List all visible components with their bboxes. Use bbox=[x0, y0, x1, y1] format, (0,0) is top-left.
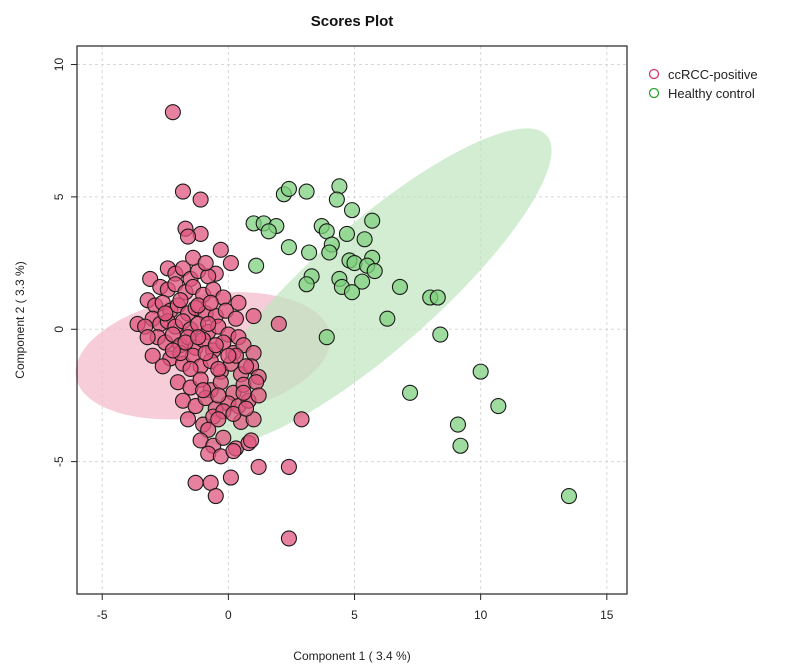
x-tick-label: 5 bbox=[351, 608, 358, 622]
data-point-healthy bbox=[280, 180, 297, 198]
data-point-ccrcc bbox=[207, 337, 224, 354]
data-point-ccrcc bbox=[225, 442, 242, 460]
data-point-ccrcc bbox=[280, 458, 297, 475]
data-point-ccrcc bbox=[245, 345, 262, 362]
data-point-ccrcc bbox=[210, 411, 227, 428]
data-point-ccrcc bbox=[179, 411, 197, 428]
confidence-ellipse-healthy bbox=[197, 128, 552, 446]
data-point-healthy bbox=[343, 202, 361, 219]
y-tick-label: 5 bbox=[52, 193, 66, 200]
data-point-healthy bbox=[354, 273, 371, 290]
x-tick-label: 0 bbox=[225, 608, 232, 622]
data-point-ccrcc bbox=[210, 387, 227, 404]
y-tick-label: 0 bbox=[52, 326, 66, 333]
data-point-ccrcc bbox=[270, 315, 287, 333]
data-point-ccrcc bbox=[200, 315, 217, 333]
chart-title: Scores Plot bbox=[311, 13, 394, 30]
data-point-ccrcc bbox=[210, 360, 227, 378]
legend-label-healthy: Healthy control bbox=[668, 86, 755, 101]
data-point-ccrcc bbox=[192, 191, 209, 208]
data-point-healthy bbox=[356, 231, 373, 248]
data-point-ccrcc bbox=[182, 360, 199, 378]
data-point-ccrcc bbox=[207, 487, 224, 505]
x-axis-ticks: -5 0 5 10 15 bbox=[97, 594, 614, 622]
data-point-healthy bbox=[560, 487, 578, 505]
data-point-healthy bbox=[472, 363, 489, 380]
data-point-ccrcc bbox=[197, 255, 214, 272]
data-point-healthy bbox=[331, 178, 348, 195]
y-tick-label: 10 bbox=[52, 58, 66, 72]
x-tick-label: 10 bbox=[474, 608, 488, 622]
data-point-healthy bbox=[401, 384, 419, 401]
data-point-ccrcc bbox=[157, 305, 174, 322]
data-point-healthy bbox=[338, 225, 356, 243]
data-point-healthy bbox=[248, 257, 265, 274]
data-point-ccrcc bbox=[172, 292, 189, 309]
data-point-healthy bbox=[321, 244, 338, 261]
data-point-ccrcc bbox=[245, 307, 262, 325]
data-point-ccrcc bbox=[174, 183, 192, 200]
data-point-ccrcc bbox=[195, 382, 212, 399]
data-point-ccrcc bbox=[187, 474, 204, 491]
data-point-ccrcc bbox=[250, 387, 267, 404]
legend-marker-healthy bbox=[648, 87, 660, 99]
data-point-healthy bbox=[298, 183, 315, 200]
data-point-ccrcc bbox=[190, 329, 207, 346]
data-point-ccrcc bbox=[237, 358, 255, 375]
legend-marker-ccrcc bbox=[648, 68, 660, 80]
y-tick-label: -5 bbox=[52, 456, 66, 467]
data-point-ccrcc bbox=[154, 358, 171, 375]
legend: ccRCC-positive Healthy control bbox=[648, 67, 758, 101]
y-axis-label: Component 2 ( 3.3 %) bbox=[13, 261, 27, 378]
data-point-ccrcc bbox=[144, 347, 161, 364]
data-point-ccrcc bbox=[250, 458, 267, 475]
data-point-healthy bbox=[280, 239, 297, 256]
x-tick-label: 15 bbox=[600, 608, 614, 622]
data-point-ccrcc bbox=[139, 329, 156, 346]
data-point-healthy bbox=[379, 310, 396, 327]
data-point-healthy bbox=[449, 416, 467, 433]
data-point-ccrcc bbox=[230, 294, 247, 311]
legend-label-ccrcc: ccRCC-positive bbox=[668, 67, 758, 82]
data-point-ccrcc bbox=[248, 374, 265, 391]
data-points bbox=[129, 104, 578, 547]
data-point-healthy bbox=[490, 397, 507, 415]
data-point-ccrcc bbox=[243, 432, 260, 449]
data-point-ccrcc bbox=[164, 342, 181, 359]
data-point-ccrcc bbox=[222, 469, 239, 486]
data-point-ccrcc bbox=[215, 429, 232, 446]
data-point-healthy bbox=[343, 284, 361, 301]
data-point-ccrcc bbox=[164, 104, 181, 121]
plot-frame bbox=[76, 45, 628, 595]
data-point-ccrcc bbox=[212, 374, 229, 391]
data-point-ccrcc bbox=[212, 241, 229, 258]
data-point-ccrcc bbox=[202, 294, 219, 311]
data-point-healthy bbox=[260, 223, 277, 240]
data-point-ccrcc bbox=[227, 310, 244, 327]
data-point-healthy bbox=[366, 262, 383, 280]
data-point-ccrcc bbox=[293, 411, 310, 428]
data-point-ccrcc bbox=[235, 384, 252, 401]
data-point-healthy bbox=[429, 289, 446, 306]
data-point-healthy bbox=[298, 276, 315, 293]
data-point-ccrcc bbox=[179, 228, 197, 245]
x-axis-label: Component 1 ( 3.4 %) bbox=[293, 649, 410, 663]
data-point-ccrcc bbox=[280, 530, 297, 547]
y-axis-ticks: -5 0 5 10 bbox=[52, 58, 77, 467]
data-point-healthy bbox=[432, 326, 449, 343]
x-tick-label: -5 bbox=[97, 608, 108, 622]
confidence-ellipses bbox=[75, 128, 552, 446]
data-point-healthy bbox=[318, 329, 335, 346]
data-point-ccrcc bbox=[220, 347, 237, 364]
data-point-healthy bbox=[364, 212, 381, 229]
data-point-healthy bbox=[328, 191, 345, 208]
data-point-healthy bbox=[452, 437, 469, 454]
data-point-ccrcc bbox=[222, 255, 239, 272]
data-point-healthy bbox=[301, 244, 318, 261]
data-point-ccrcc bbox=[237, 400, 255, 417]
data-point-healthy bbox=[391, 278, 408, 295]
